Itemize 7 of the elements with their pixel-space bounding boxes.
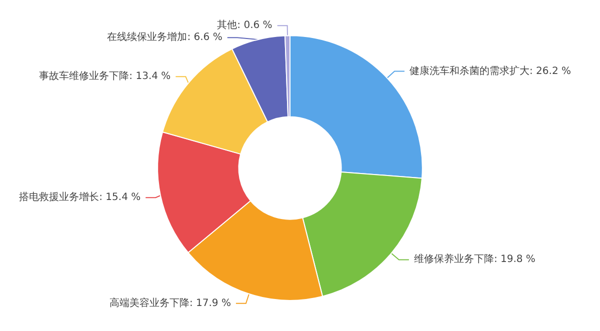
slice-label: 高端美容业务下降: 17.9 % xyxy=(109,296,231,309)
slice-label: 搭电救援业务增长: 15.4 % xyxy=(19,191,141,204)
slice-label: 在线续保业务增加: 6.6 % xyxy=(107,31,222,44)
slice-label: 维修保养业务下降: 19.8 % xyxy=(414,253,536,266)
slice-label: 其他: 0.6 % xyxy=(217,19,272,32)
slice-label: 事故车维修业务下降: 13.4 % xyxy=(39,70,171,82)
slice-label: 健康洗车和杀菌的需求扩大: 26.2 % xyxy=(409,64,571,77)
